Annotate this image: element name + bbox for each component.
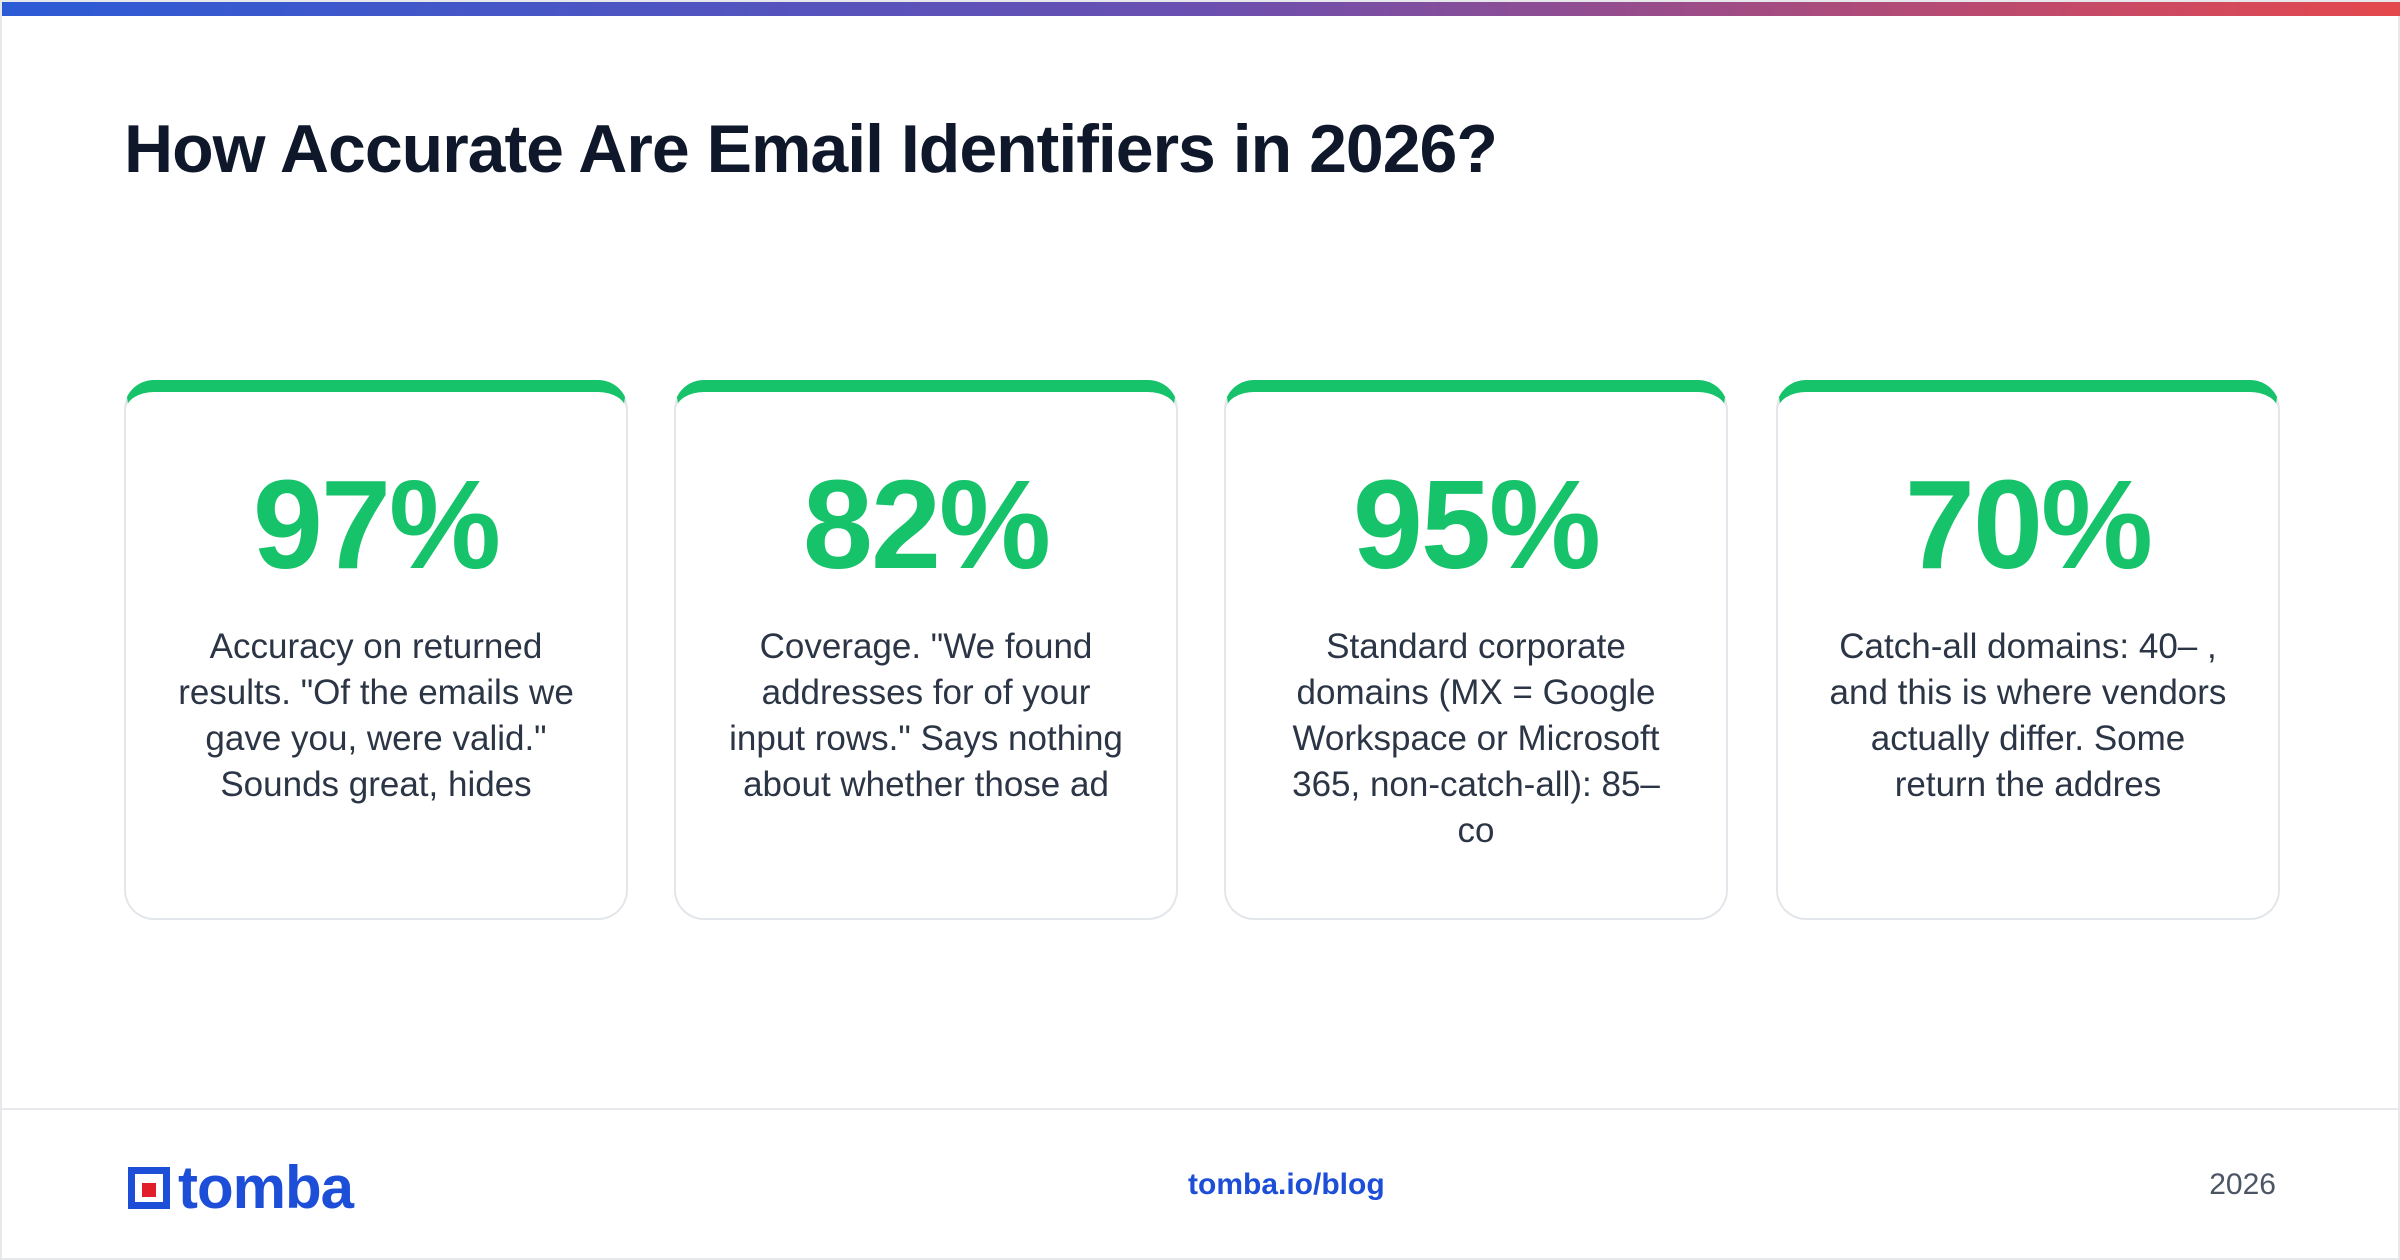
stat-description: Catch-all domains: 40– , and this is whe… <box>1829 627 2227 804</box>
stat-card-coverage: 82% Coverage. "We found addresses for of… <box>674 380 1178 920</box>
stat-card-corporate-domains: 95% Standard corporate domains (MX = Goo… <box>1224 380 1728 920</box>
footer-year: 2026 <box>2209 1168 2276 1201</box>
stat-value: 82% <box>802 454 1051 595</box>
logo-wordmark: tomba <box>178 1154 354 1221</box>
stat-description: Standard corporate domains (MX = Google … <box>1292 627 1660 850</box>
footer-divider <box>2 1108 2400 1110</box>
blog-link[interactable]: tomba.io/blog <box>1188 1168 1385 1201</box>
stat-cards: 97% Accuracy on returned results. "Of th… <box>124 380 2280 920</box>
stat-card-accuracy: 97% Accuracy on returned results. "Of th… <box>124 380 628 920</box>
stat-description: Coverage. "We found addresses for of you… <box>729 627 1123 804</box>
stat-card-catch-all: 70% Catch-all domains: 40– , and this is… <box>1776 380 2280 920</box>
stat-description: Accuracy on returned results. "Of the em… <box>178 627 574 804</box>
stat-value: 95% <box>1352 454 1601 595</box>
stat-value: 70% <box>1904 454 2153 595</box>
top-gradient-bar <box>2 2 2400 16</box>
tomba-logo-icon <box>128 1167 170 1209</box>
tomba-logo: tomba <box>124 1154 354 1221</box>
stat-value: 97% <box>252 454 501 595</box>
page-title: How Accurate Are Email Identifiers in 20… <box>124 111 1498 187</box>
